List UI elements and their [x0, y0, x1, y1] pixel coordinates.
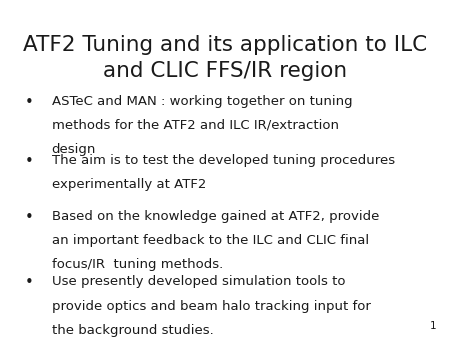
Text: and CLIC FFS/IR region: and CLIC FFS/IR region [103, 61, 347, 81]
Text: experimentally at ATF2: experimentally at ATF2 [52, 178, 206, 191]
Text: design: design [52, 143, 96, 156]
Text: •: • [25, 154, 33, 169]
Text: Based on the knowledge gained at ATF2, provide: Based on the knowledge gained at ATF2, p… [52, 210, 379, 222]
Text: •: • [25, 275, 33, 290]
Text: the background studies.: the background studies. [52, 324, 213, 337]
Text: focus/IR  tuning methods.: focus/IR tuning methods. [52, 258, 223, 271]
Text: •: • [25, 95, 33, 110]
Text: provide optics and beam halo tracking input for: provide optics and beam halo tracking in… [52, 300, 371, 313]
Text: •: • [25, 210, 33, 224]
Text: ATF2 Tuning and its application to ILC: ATF2 Tuning and its application to ILC [23, 35, 427, 55]
Text: an important feedback to the ILC and CLIC final: an important feedback to the ILC and CLI… [52, 234, 369, 247]
Text: The aim is to test the developed tuning procedures: The aim is to test the developed tuning … [52, 154, 395, 167]
Text: Use presently developed simulation tools to: Use presently developed simulation tools… [52, 275, 345, 288]
Text: ASTeC and MAN : working together on tuning: ASTeC and MAN : working together on tuni… [52, 95, 352, 107]
Text: 1: 1 [430, 321, 436, 331]
Text: methods for the ATF2 and ILC IR/extraction: methods for the ATF2 and ILC IR/extracti… [52, 119, 339, 132]
